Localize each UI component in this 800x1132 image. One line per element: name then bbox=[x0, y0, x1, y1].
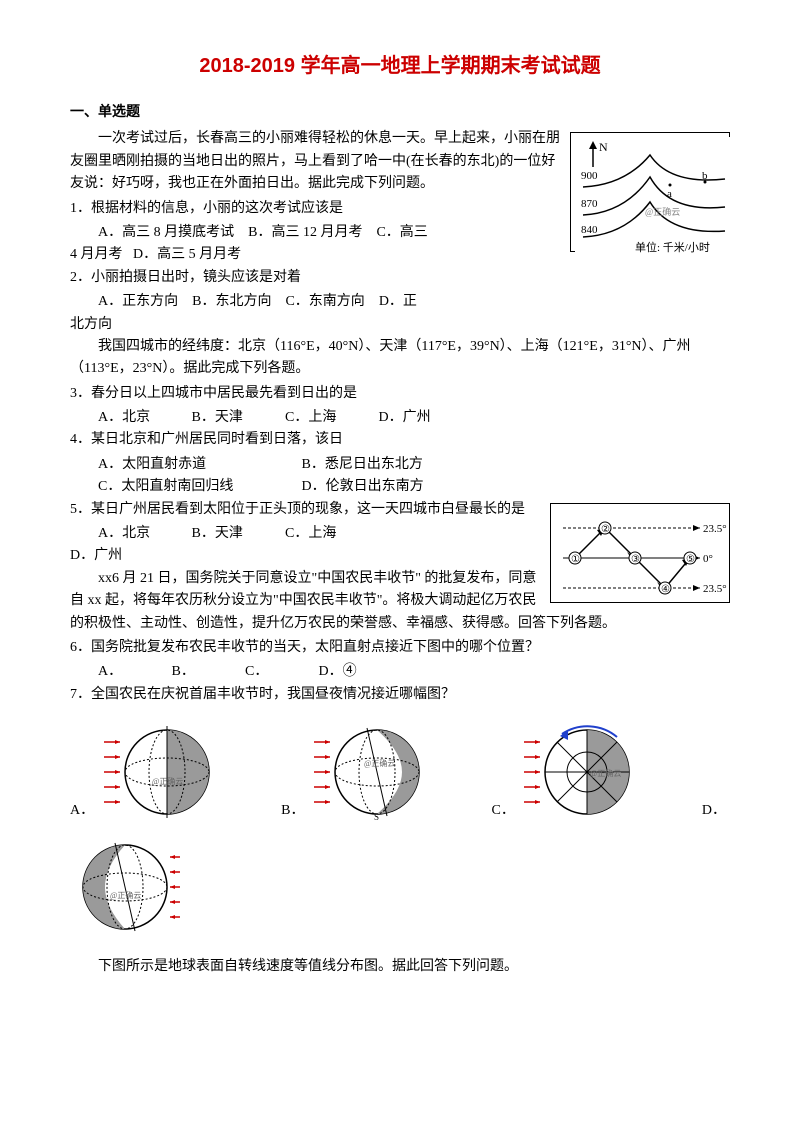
node-3: ③ bbox=[631, 554, 640, 565]
q4-options: A．太阳直射赤道 B．悉尼日出东北方 C．太阳直射南回归线 D．伦敦日出东南方 bbox=[70, 454, 730, 499]
node-4: ④ bbox=[661, 584, 670, 595]
q2-line2: 北方向 bbox=[70, 314, 730, 336]
q3-opt-b: B．天津 bbox=[192, 407, 282, 429]
question-2: 2．小丽拍摄日出时，镜头应该是对着 bbox=[70, 267, 730, 289]
y-label-840: 840 bbox=[581, 224, 598, 236]
q1-opt-a: A．高三 8 月摸底考试 bbox=[98, 222, 234, 244]
figure-isoline: N 900 870 840 a b @正确云 单位: 千米/小时 bbox=[570, 132, 730, 252]
intro-text-2: 我国四城市的经纬度：北京（116°E，40°N）、天津（117°E，39°N）、… bbox=[70, 336, 730, 381]
watermark: @正确云 bbox=[645, 206, 680, 217]
globe-watermark-c: @正确云 bbox=[590, 768, 621, 778]
page-title: 2018-2019 学年高一地理上学期期末考试试题 bbox=[70, 50, 730, 82]
globe-watermark-d: @正确云 bbox=[110, 890, 141, 900]
q4-opt-c: C．太阳直射南回归线 bbox=[98, 476, 298, 498]
figure-sun-path: 23.5° 0° 23.5° ① ② ③ ④ ⑤ bbox=[550, 503, 730, 603]
q5-opt-a: A．北京 bbox=[98, 523, 188, 545]
q1-opt-d: D．高三 5 月月考 bbox=[133, 247, 241, 262]
lat-top: 23.5° bbox=[703, 523, 727, 535]
point-a: a bbox=[667, 188, 672, 200]
y-label-870: 870 bbox=[581, 198, 598, 210]
q4-opt-d: D．伦敦日出东南方 bbox=[302, 476, 424, 498]
q3-options: A．北京 B．天津 C．上海 D．广州 bbox=[70, 407, 730, 429]
question-3: 3．春分日以上四城市中居民最先看到日出的是 bbox=[70, 383, 730, 405]
q4-opt-b: B．悉尼日出东北方 bbox=[302, 454, 423, 476]
question-4: 4．某日北京和广州居民同时看到日落，该日 bbox=[70, 429, 730, 451]
node-5: ⑤ bbox=[686, 554, 695, 565]
q2-opt-c: C．东南方向 bbox=[285, 291, 364, 313]
q2-opt-b: B．东北方向 bbox=[192, 291, 271, 313]
q6-opt-b: B． bbox=[172, 661, 242, 683]
y-label-900: 900 bbox=[581, 170, 598, 182]
globe-c-svg: @正确云 bbox=[522, 712, 632, 822]
globe-row: A． @正确云 B． bbox=[70, 712, 730, 822]
q4-opt-a: A．太阳直射赤道 bbox=[98, 454, 298, 476]
unit-label: 单位: 千米/小时 bbox=[635, 240, 710, 254]
q7-label-a: A． bbox=[70, 800, 94, 822]
point-b: b bbox=[702, 170, 708, 182]
q5-opt-c: C．上海 bbox=[285, 523, 336, 545]
q7-label-b: B． bbox=[281, 800, 304, 822]
globe-b-svg: @正确云 S bbox=[312, 712, 422, 822]
q6-opt-c: C． bbox=[245, 661, 315, 683]
north-label: N bbox=[599, 140, 608, 154]
q2-opt-a: A．正东方向 bbox=[98, 291, 178, 313]
lat-bot: 23.5° bbox=[703, 583, 727, 595]
q3-opt-a: A．北京 bbox=[98, 407, 188, 429]
south-label: S bbox=[374, 812, 379, 822]
globe-a: A． @正确云 bbox=[70, 712, 212, 822]
q6-options: A． B． C． D．④ bbox=[70, 661, 730, 683]
question-6: 6．国务院批复发布农民丰收节的当天，太阳直射点接近下图中的哪个位置？ bbox=[70, 637, 730, 659]
q5-opt-b: B．天津 bbox=[192, 523, 282, 545]
globe-a-svg: @正确云 bbox=[102, 712, 212, 822]
q6-opt-a: A． bbox=[98, 661, 168, 683]
globe-b: B． @正确云 S bbox=[281, 712, 422, 822]
q3-opt-c: C．上海 bbox=[285, 407, 375, 429]
q1-opt-b: B．高三 12 月月考 bbox=[248, 222, 362, 244]
node-2: ② bbox=[601, 524, 610, 535]
globe-d: @正确云 bbox=[70, 832, 730, 942]
isoline-svg: N 900 870 840 a b @正确云 单位: 千米/小时 bbox=[575, 137, 735, 257]
q2-options: A．正东方向 B．东北方向 C．东南方向 D．正 bbox=[70, 291, 730, 313]
q1-opt-c2: 4 月月考 bbox=[70, 247, 123, 262]
q1-opt-c: C．高三 bbox=[376, 222, 427, 244]
q3-opt-d: D．广州 bbox=[379, 407, 469, 429]
globe-d-label: D． bbox=[702, 800, 730, 822]
question-7: 7．全国农民在庆祝首届丰收节时，我国昼夜情况接近哪幅图？ bbox=[70, 684, 730, 706]
node-1: ① bbox=[571, 554, 580, 565]
section-header: 一、单选题 bbox=[70, 102, 730, 124]
q6-opt-d: D．④ bbox=[319, 661, 357, 683]
q7-label-c: C． bbox=[492, 800, 515, 822]
globe-watermark-a: @正确云 bbox=[152, 776, 183, 786]
closing-text: 下图所示是地球表面自转线速度等值线分布图。据此回答下列问题。 bbox=[70, 956, 730, 978]
globe-watermark-b: @正确云 bbox=[364, 758, 395, 768]
globe-d-svg: @正确云 bbox=[70, 832, 180, 942]
globe-c: C． @正确云 bbox=[492, 712, 633, 822]
lat-mid: 0° bbox=[703, 553, 713, 565]
q7-label-d: D． bbox=[702, 800, 726, 822]
sun-path-svg: 23.5° 0° 23.5° ① ② ③ ④ ⑤ bbox=[555, 508, 735, 608]
q2-opt-d: D．正 bbox=[379, 291, 417, 313]
